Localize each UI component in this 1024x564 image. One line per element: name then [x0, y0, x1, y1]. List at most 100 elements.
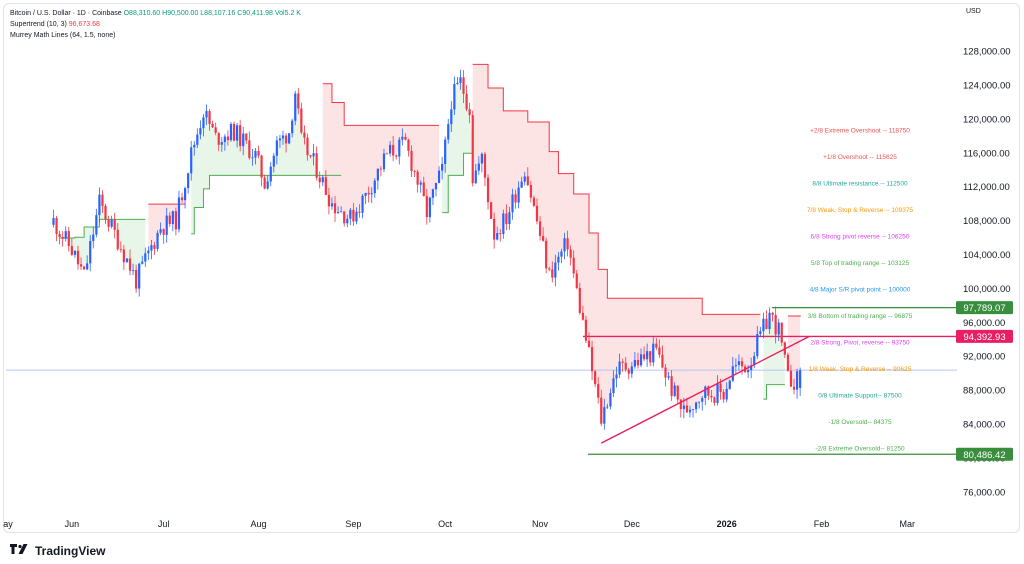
- candle-body: [688, 409, 692, 413]
- candle-body: [437, 170, 441, 184]
- candle-body: [453, 83, 456, 110]
- murrey-level-label: 8/8 Ultimate resistance -- 112500: [812, 180, 908, 187]
- tradingview-logo[interactable]: TradingView: [8, 542, 105, 560]
- candle-body: [701, 398, 704, 402]
- candle-body: [661, 354, 664, 368]
- candle-body: [122, 249, 125, 263]
- candle-body: [771, 312, 774, 315]
- candle-body: [707, 386, 710, 396]
- candle-body: [698, 401, 701, 403]
- candle-body: [196, 134, 199, 145]
- candle-body: [545, 240, 548, 269]
- murrey-level-label: +2/8 Extreme Overshoot -- 118750: [810, 127, 910, 134]
- candle-body: [600, 397, 603, 424]
- candle-body: [254, 150, 257, 158]
- supertrend-label[interactable]: Supertrend (10, 3): [10, 21, 67, 28]
- candle-body: [297, 93, 300, 109]
- price-tag-label: 80,486.42: [963, 450, 1005, 461]
- candle-body: [557, 256, 560, 263]
- candle-body: [107, 219, 110, 227]
- legend-symbol-row: Bitcoin / U.S. Dollar · 1D · Coinbase O8…: [10, 8, 301, 19]
- candle-body: [434, 183, 438, 190]
- x-tick-label: Dec: [624, 519, 641, 529]
- candle-body: [150, 245, 153, 251]
- candle-body: [679, 399, 682, 410]
- x-tick-label: Jul: [158, 519, 170, 529]
- candle-body: [187, 173, 190, 189]
- candle-body: [284, 135, 288, 144]
- candle-body: [649, 351, 652, 363]
- currency-label[interactable]: USD: [966, 8, 981, 15]
- candle-body: [532, 197, 536, 206]
- candle-body: [777, 322, 780, 335]
- candle-body: [685, 405, 689, 413]
- candle-body: [658, 347, 661, 355]
- candle-body: [79, 264, 83, 267]
- candle-body: [239, 125, 242, 147]
- candle-body: [318, 177, 321, 183]
- candle-body: [141, 261, 144, 264]
- candle-body: [765, 318, 768, 330]
- candle-body: [756, 334, 759, 357]
- murrey-level-label: +1/8 Overshoot -- 115625: [823, 154, 897, 161]
- candle-body: [618, 361, 621, 375]
- candle-body: [104, 205, 107, 220]
- candle-body: [324, 177, 327, 195]
- x-tick-label: Jun: [65, 519, 80, 529]
- candle-body: [578, 288, 581, 313]
- candle-body: [288, 133, 291, 144]
- candle-body: [459, 77, 462, 83]
- candle-body: [315, 153, 318, 178]
- candle-body: [214, 127, 217, 133]
- candle-body: [116, 229, 119, 250]
- candle-body: [98, 194, 101, 216]
- candle-body: [740, 361, 744, 367]
- candle-body: [346, 218, 349, 224]
- y-tick-label: 116,000.00: [963, 148, 1010, 159]
- price-chart[interactable]: +2/8 Extreme Overshoot -- 118750 +1/8 Ove…: [0, 0, 1024, 540]
- candle-body: [86, 263, 89, 270]
- candle-body: [180, 197, 184, 201]
- candle-body: [682, 405, 685, 410]
- candle-body: [373, 180, 376, 194]
- candle-body: [352, 209, 355, 222]
- candle-body: [642, 354, 646, 360]
- legend-murrey-row: Murrey Math Lines (64, 1.5, none): [10, 30, 301, 41]
- candle-body: [309, 155, 312, 157]
- candle-body: [508, 212, 511, 225]
- murrey-label[interactable]: Murrey Math Lines (64, 1.5, none): [10, 32, 116, 39]
- candle-body: [162, 229, 165, 235]
- candle-body: [220, 142, 223, 145]
- candle-body: [471, 115, 474, 184]
- candle-body: [153, 245, 156, 249]
- candle-body: [95, 215, 98, 235]
- candle-body: [333, 203, 337, 214]
- candle-body: [199, 128, 202, 135]
- candle-body: [147, 250, 150, 254]
- ohlc-values: O88,310.60 H90,500.00 L88,107.16 C90,411…: [123, 10, 301, 17]
- candle-body: [389, 144, 392, 154]
- x-tick-label: Mar: [899, 519, 915, 529]
- price-tag-box: [956, 301, 1013, 315]
- candle-body: [70, 246, 73, 255]
- candle-body: [722, 392, 725, 400]
- y-tick-label: 124,000.00: [963, 81, 1011, 92]
- candle-body: [128, 258, 132, 271]
- candle-body: [171, 211, 174, 225]
- candle-body: [584, 319, 588, 341]
- x-axis: ay Jun Jul Aug Sep Oct Nov Dec 2026 Feb Mar: [3, 519, 915, 529]
- candle-body: [343, 211, 346, 224]
- candle-body: [58, 233, 61, 237]
- candle-body: [177, 197, 181, 230]
- candle-body: [511, 194, 514, 213]
- candle-body: [168, 215, 171, 225]
- symbol-label[interactable]: Bitcoin / U.S. Dollar · 1D · Coinbase: [10, 10, 122, 17]
- candle-body: [538, 221, 542, 236]
- trendline-group: [600, 335, 810, 444]
- candle-body: [750, 365, 753, 371]
- y-tick-label: 76,000.00: [963, 487, 1005, 498]
- candle-body: [505, 213, 508, 225]
- candle-body: [183, 188, 187, 201]
- candle-body: [474, 170, 477, 184]
- candle-body: [76, 250, 80, 265]
